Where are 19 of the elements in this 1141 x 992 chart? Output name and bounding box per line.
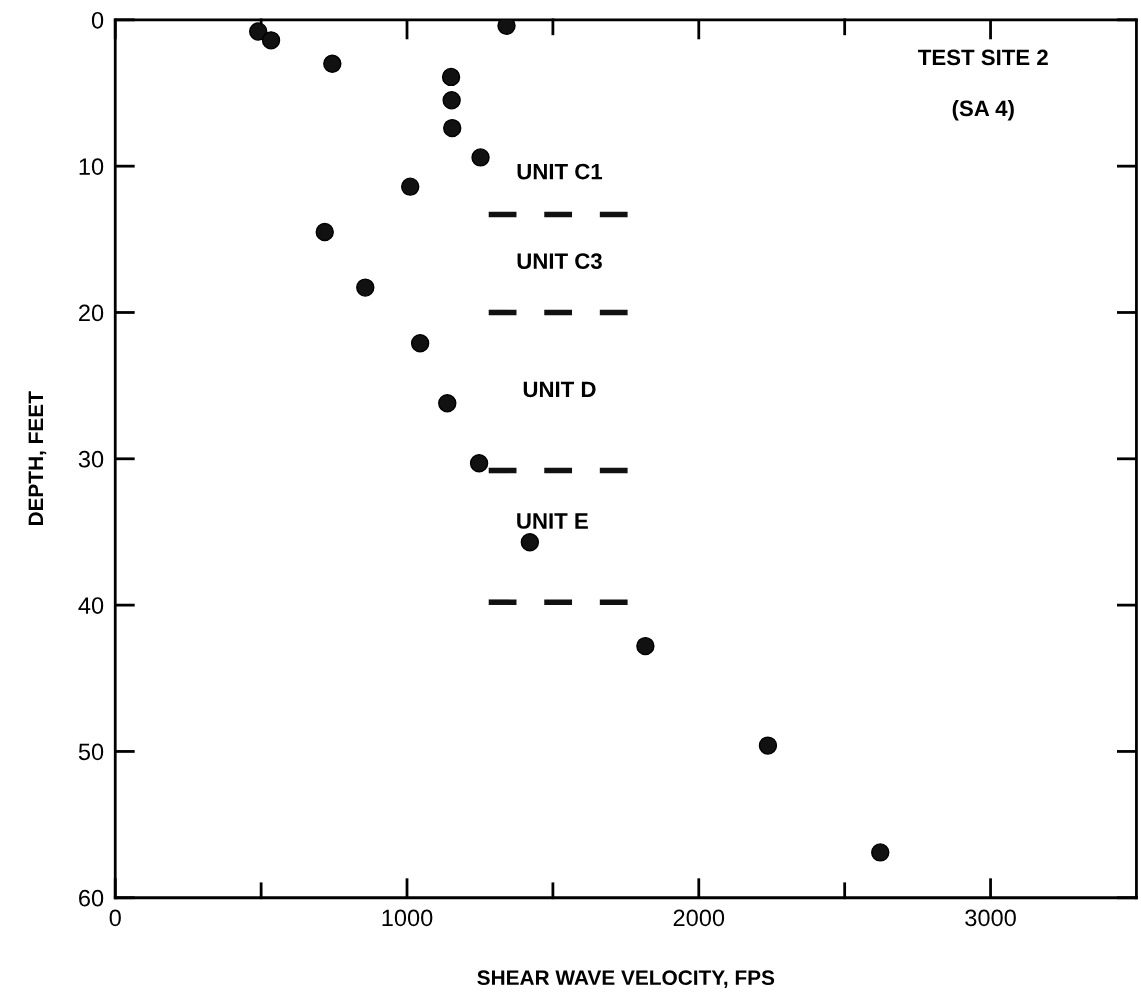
y-tick-label: 60 <box>79 889 104 907</box>
annotation: UNIT C1 <box>517 163 603 180</box>
y-tick-label: 20 <box>79 304 104 322</box>
y-tick-label: 30 <box>78 450 104 468</box>
x-tick-label: 2000 <box>673 909 725 927</box>
y-tick-label: 10 <box>79 158 104 175</box>
x-axis-title: SHEAR WAVE VELOCITY, FPS <box>477 970 775 989</box>
x-tick-label: 3000 <box>965 909 1016 927</box>
annotation: TEST SITE 2 <box>918 49 1048 66</box>
y-tick-label: 50 <box>78 743 104 761</box>
y-axis-title: DEPTH, FEET <box>28 391 47 526</box>
annotation: UNIT C3 <box>517 253 602 270</box>
annotation: UNIT D <box>523 381 596 398</box>
y-tick-label: 40 <box>78 597 104 614</box>
annotation: UNIT E <box>517 513 588 529</box>
x-tick-label: 1000 <box>382 909 433 927</box>
x-tick-label: 0 <box>109 909 121 927</box>
annotation: (SA 4) <box>952 99 1014 121</box>
y-tick-label: 0 <box>91 11 104 29</box>
